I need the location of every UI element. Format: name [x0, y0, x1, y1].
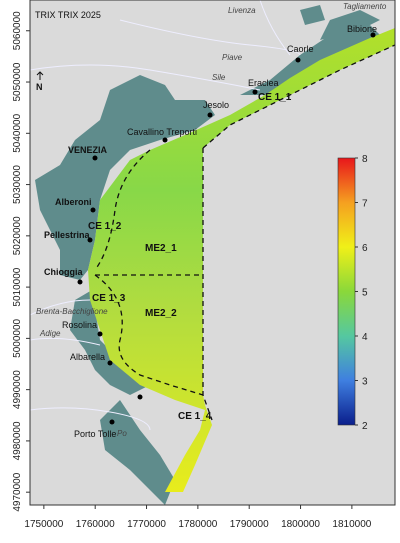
colorbar-tick-label: 4: [362, 332, 368, 343]
y-tick-label: 5000000: [12, 318, 23, 357]
place-label: VENEZIA: [68, 145, 108, 155]
y-tick-label: 5010000: [12, 267, 23, 306]
zone-label: CE 1_1: [258, 92, 292, 103]
place-label: Chioggia: [44, 267, 83, 277]
colorbar-tick-label: 5: [362, 288, 368, 299]
y-tick-label: 4970000: [12, 472, 23, 511]
colorbar-tick-label: 7: [362, 199, 368, 210]
place-label: Bibione: [347, 24, 377, 34]
zone-label: ME2_2: [145, 308, 177, 319]
zone-label: CE 1_4: [178, 411, 212, 422]
y-tick-label: 5060000: [12, 11, 23, 50]
river-label: Tagliamento: [343, 2, 387, 11]
zone-boundaries: [94, 44, 395, 421]
y-tick-label: 5050000: [12, 62, 23, 101]
zone-label: CE 1_3: [92, 293, 126, 304]
colorbar-tick-label: 2: [362, 421, 368, 432]
y-tick-label: 5040000: [12, 113, 23, 152]
x-tick-label: 1770000: [127, 519, 166, 530]
zone-label: ME2_1: [145, 243, 177, 254]
river-label: Piave: [222, 53, 243, 62]
colorbar: [337, 157, 356, 426]
x-tick-label: 1760000: [76, 519, 115, 530]
axes: 1750000 1760000 1770000 1780000 1790000 18000…: [12, 11, 372, 530]
frame: [29, 0, 396, 506]
x-tick-label: 1810000: [332, 519, 371, 530]
place-label: Cavallino Treporti: [127, 127, 197, 137]
x-tick-label: 1780000: [178, 519, 217, 530]
place-label: Rosolina: [62, 320, 97, 330]
place-label: Albarella: [70, 352, 105, 362]
place-label: Pellestrina: [44, 230, 91, 240]
river-label: Adige: [39, 329, 61, 338]
map-area: TRIX TRIX 2025 N Bibione Caorle Eraclea …: [30, 0, 395, 505]
colorbar-tick-label: 6: [362, 243, 368, 254]
colorbar-tick-label: 3: [362, 377, 368, 388]
y-tick-label: 5020000: [12, 216, 23, 255]
rivers: [30, 0, 301, 431]
x-tick-label: 1750000: [24, 519, 63, 530]
river-label: Livenza: [228, 6, 256, 15]
y-tick-label: 5030000: [12, 165, 23, 204]
x-tick-label: 1800000: [281, 519, 320, 530]
north-arrow-shape: [36, 71, 44, 80]
place-dots: [77, 32, 376, 425]
river-label: Po: [117, 429, 127, 438]
north-arrow: N: [36, 82, 43, 92]
place-label: Alberoni: [55, 197, 92, 207]
y-tick-label: 4980000: [12, 421, 23, 460]
colorbar-tick-label: 8: [362, 154, 368, 165]
place-label: Eraclea: [248, 78, 279, 88]
zone-label: CE 1_2: [88, 221, 122, 232]
x-tick-label: 1790000: [230, 519, 269, 530]
map-title: TRIX TRIX 2025: [35, 10, 101, 20]
place-label: Jesolo: [203, 100, 229, 110]
y-tick-label: 4990000: [12, 370, 23, 409]
place-label: Caorle: [287, 44, 314, 54]
trix-field: [88, 28, 395, 492]
river-label: Sile: [212, 73, 226, 82]
river-label: Brenta-Bacchiglione: [36, 307, 108, 316]
place-label: Porto Tolle: [74, 429, 116, 439]
